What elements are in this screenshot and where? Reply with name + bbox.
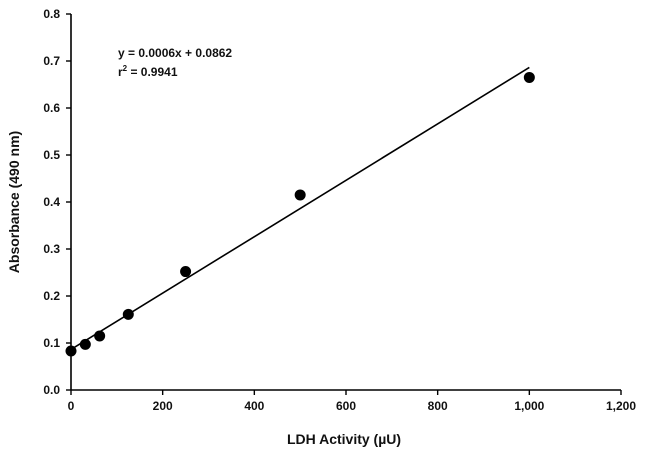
x-tick-label: 1,200: [606, 399, 636, 413]
y-tick-label: 0.4: [43, 195, 60, 209]
data-point: [180, 266, 192, 278]
r-squared-label: r2 = 0.9941: [118, 64, 178, 79]
data-point: [122, 308, 134, 320]
y-axis-title: Absorbance (490 nm): [6, 131, 22, 273]
x-axis-title: LDH Activity (µU): [287, 431, 401, 447]
data-point: [523, 71, 535, 83]
y-ticks: 0.0 0.1 0.2 0.3 0.4 0.5 0.6 0.7 0.8: [43, 7, 71, 397]
y-tick-label: 0.0: [43, 383, 60, 397]
x-tick-label: 600: [336, 399, 356, 413]
y-tick-label: 0.6: [43, 101, 60, 115]
r-squared-value: = 0.9941: [127, 65, 178, 79]
y-tick-label: 0.2: [43, 289, 60, 303]
data-points: [65, 71, 535, 357]
y-tick-label: 0.7: [43, 54, 60, 68]
data-point: [65, 345, 77, 357]
y-tick-label: 0.1: [43, 336, 60, 350]
x-tick-label: 0: [68, 399, 75, 413]
equation-label: y = 0.0006x + 0.0862: [118, 46, 232, 60]
x-tick-label: 1,000: [514, 399, 544, 413]
data-point: [94, 330, 106, 342]
y-tick-label: 0.3: [43, 242, 60, 256]
y-tick-label: 0.8: [43, 7, 60, 21]
data-point: [294, 189, 306, 201]
x-tick-label: 800: [428, 399, 448, 413]
r-squared-prefix: r: [118, 65, 123, 79]
regression-line: [70, 66, 530, 351]
x-tick-label: 200: [153, 399, 173, 413]
x-tick-label: 400: [244, 399, 264, 413]
r-squared-superscript: 2: [123, 64, 128, 73]
x-ticks: 0 200 400 600 800 1,000 1,200: [68, 390, 636, 413]
data-point: [79, 338, 91, 350]
y-tick-label: 0.5: [43, 148, 60, 162]
